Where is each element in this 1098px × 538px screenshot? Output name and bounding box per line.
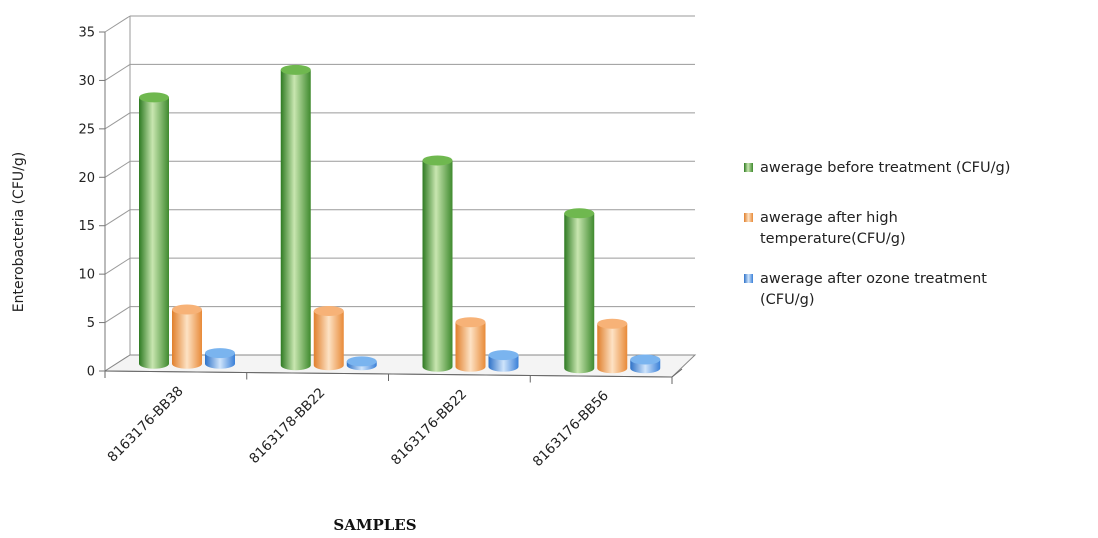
gridline-side — [104, 112, 131, 130]
gridline-side — [104, 257, 131, 275]
bar — [139, 92, 169, 369]
legend-item: awerage after high temperature(CFU/g) — [744, 210, 906, 247]
bar — [630, 354, 661, 374]
bar — [172, 304, 202, 369]
bar-body — [280, 69, 311, 371]
bar-body — [564, 213, 595, 374]
bar — [280, 64, 311, 371]
y-tick-label: 5 — [87, 316, 95, 331]
legend-label: awerage after high — [760, 210, 898, 226]
bar-body — [313, 311, 344, 371]
legend-label: awerage before treatment (CFU/g) — [760, 160, 1010, 176]
bar — [564, 208, 595, 374]
y-tick-label: 30 — [78, 74, 95, 89]
x-axis-label: SAMPLES — [333, 516, 416, 534]
bar — [205, 348, 235, 369]
legend-swatch — [744, 274, 753, 283]
legend-item: awerage before treatment (CFU/g) — [744, 160, 1010, 176]
gridline-side — [104, 160, 131, 178]
bar-body — [597, 323, 628, 374]
gridline-side — [104, 306, 131, 323]
bar-top — [597, 318, 628, 329]
y-tick-label: 0 — [87, 365, 95, 380]
axes — [99, 16, 697, 384]
x-tick-label: 8163176-BB22 — [388, 386, 470, 468]
bar-top — [280, 64, 311, 75]
bar-top — [564, 208, 595, 219]
bar-top — [139, 92, 169, 103]
legend: awerage before treatment (CFU/g) awerage … — [744, 160, 1010, 308]
bar-top — [455, 317, 486, 328]
bar-body — [422, 160, 453, 372]
bar — [597, 318, 628, 374]
bars — [139, 64, 661, 374]
bar-top — [172, 304, 202, 315]
y-tick-label: 20 — [78, 171, 95, 186]
legend-label: (CFU/g) — [760, 292, 814, 308]
bar-top — [630, 354, 661, 365]
bar-body — [455, 322, 486, 372]
bar-top — [346, 356, 377, 367]
gridlines — [104, 15, 695, 372]
bar-top — [488, 350, 519, 361]
gridline-side — [104, 64, 131, 81]
bar — [313, 306, 344, 371]
legend-swatch — [744, 213, 753, 222]
legend-item: awerage after ozone treatment (CFU/g) — [744, 271, 987, 308]
bar-body — [172, 309, 202, 369]
bar-top — [205, 348, 235, 359]
x-axis-end — [671, 368, 683, 378]
bar-top — [422, 155, 453, 166]
y-tick-label: 10 — [78, 268, 95, 283]
gridline-side — [104, 15, 131, 33]
y-axis-label: Enterobacteria (CFU/g) — [11, 152, 27, 312]
legend-label: temperature(CFU/g) — [760, 231, 906, 247]
bar — [422, 155, 453, 372]
y-tick-label: 25 — [78, 122, 95, 137]
legend-swatch — [744, 163, 753, 172]
bar-body — [139, 97, 169, 369]
x-tick-label: 8163176-BB38 — [105, 383, 187, 465]
gridline-side — [104, 209, 131, 227]
bar — [346, 356, 377, 371]
y-tick-label: 15 — [78, 219, 95, 234]
y-tick-label: 35 — [78, 26, 95, 41]
bar — [488, 350, 519, 372]
bar — [455, 317, 486, 372]
bar-top — [313, 306, 344, 317]
x-tick-label: 8163178-BB22 — [246, 385, 328, 467]
legend-label: awerage after ozone treatment — [760, 271, 987, 287]
x-tick-label: 8163176-BB56 — [530, 388, 612, 470]
